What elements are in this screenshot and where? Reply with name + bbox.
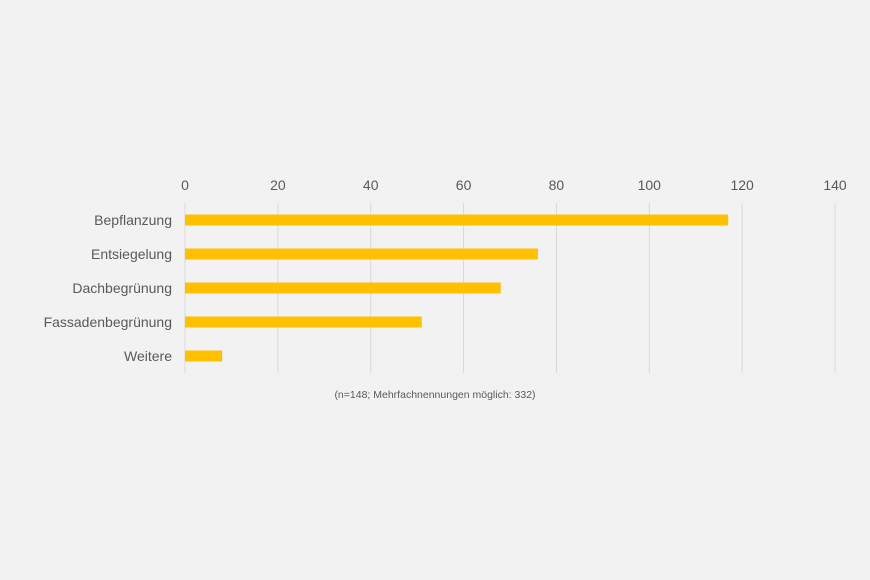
x-tick-label: 40 bbox=[363, 177, 379, 193]
bar bbox=[185, 214, 729, 226]
bar bbox=[185, 316, 422, 328]
bar bbox=[185, 282, 501, 294]
x-tick-label: 80 bbox=[549, 177, 565, 193]
bar bbox=[185, 248, 538, 260]
category-label: Dachbegrünung bbox=[72, 280, 172, 296]
category-label: Bepflanzung bbox=[94, 212, 172, 228]
bar bbox=[185, 350, 223, 362]
x-tick-label: 100 bbox=[638, 177, 662, 193]
x-axis-tick-labels: 0 20 40 60 80 100 120 140 bbox=[181, 177, 847, 193]
x-tick-label: 60 bbox=[456, 177, 472, 193]
sample-note: (n=148; Mehrfachnennungen möglich: 332) bbox=[334, 389, 535, 401]
x-tick-label: 120 bbox=[730, 177, 754, 193]
x-tick-label: 140 bbox=[823, 177, 847, 193]
category-label: Fassadenbegrünung bbox=[44, 314, 172, 330]
category-labels: Bepflanzung Entsiegelung Dachbegrünung Fass… bbox=[44, 212, 173, 364]
x-tick-label: 0 bbox=[181, 177, 189, 193]
x-tick-label: 20 bbox=[270, 177, 286, 193]
category-label: Weitere bbox=[124, 348, 172, 364]
category-label: Entsiegelung bbox=[91, 246, 172, 262]
bars bbox=[185, 214, 729, 362]
